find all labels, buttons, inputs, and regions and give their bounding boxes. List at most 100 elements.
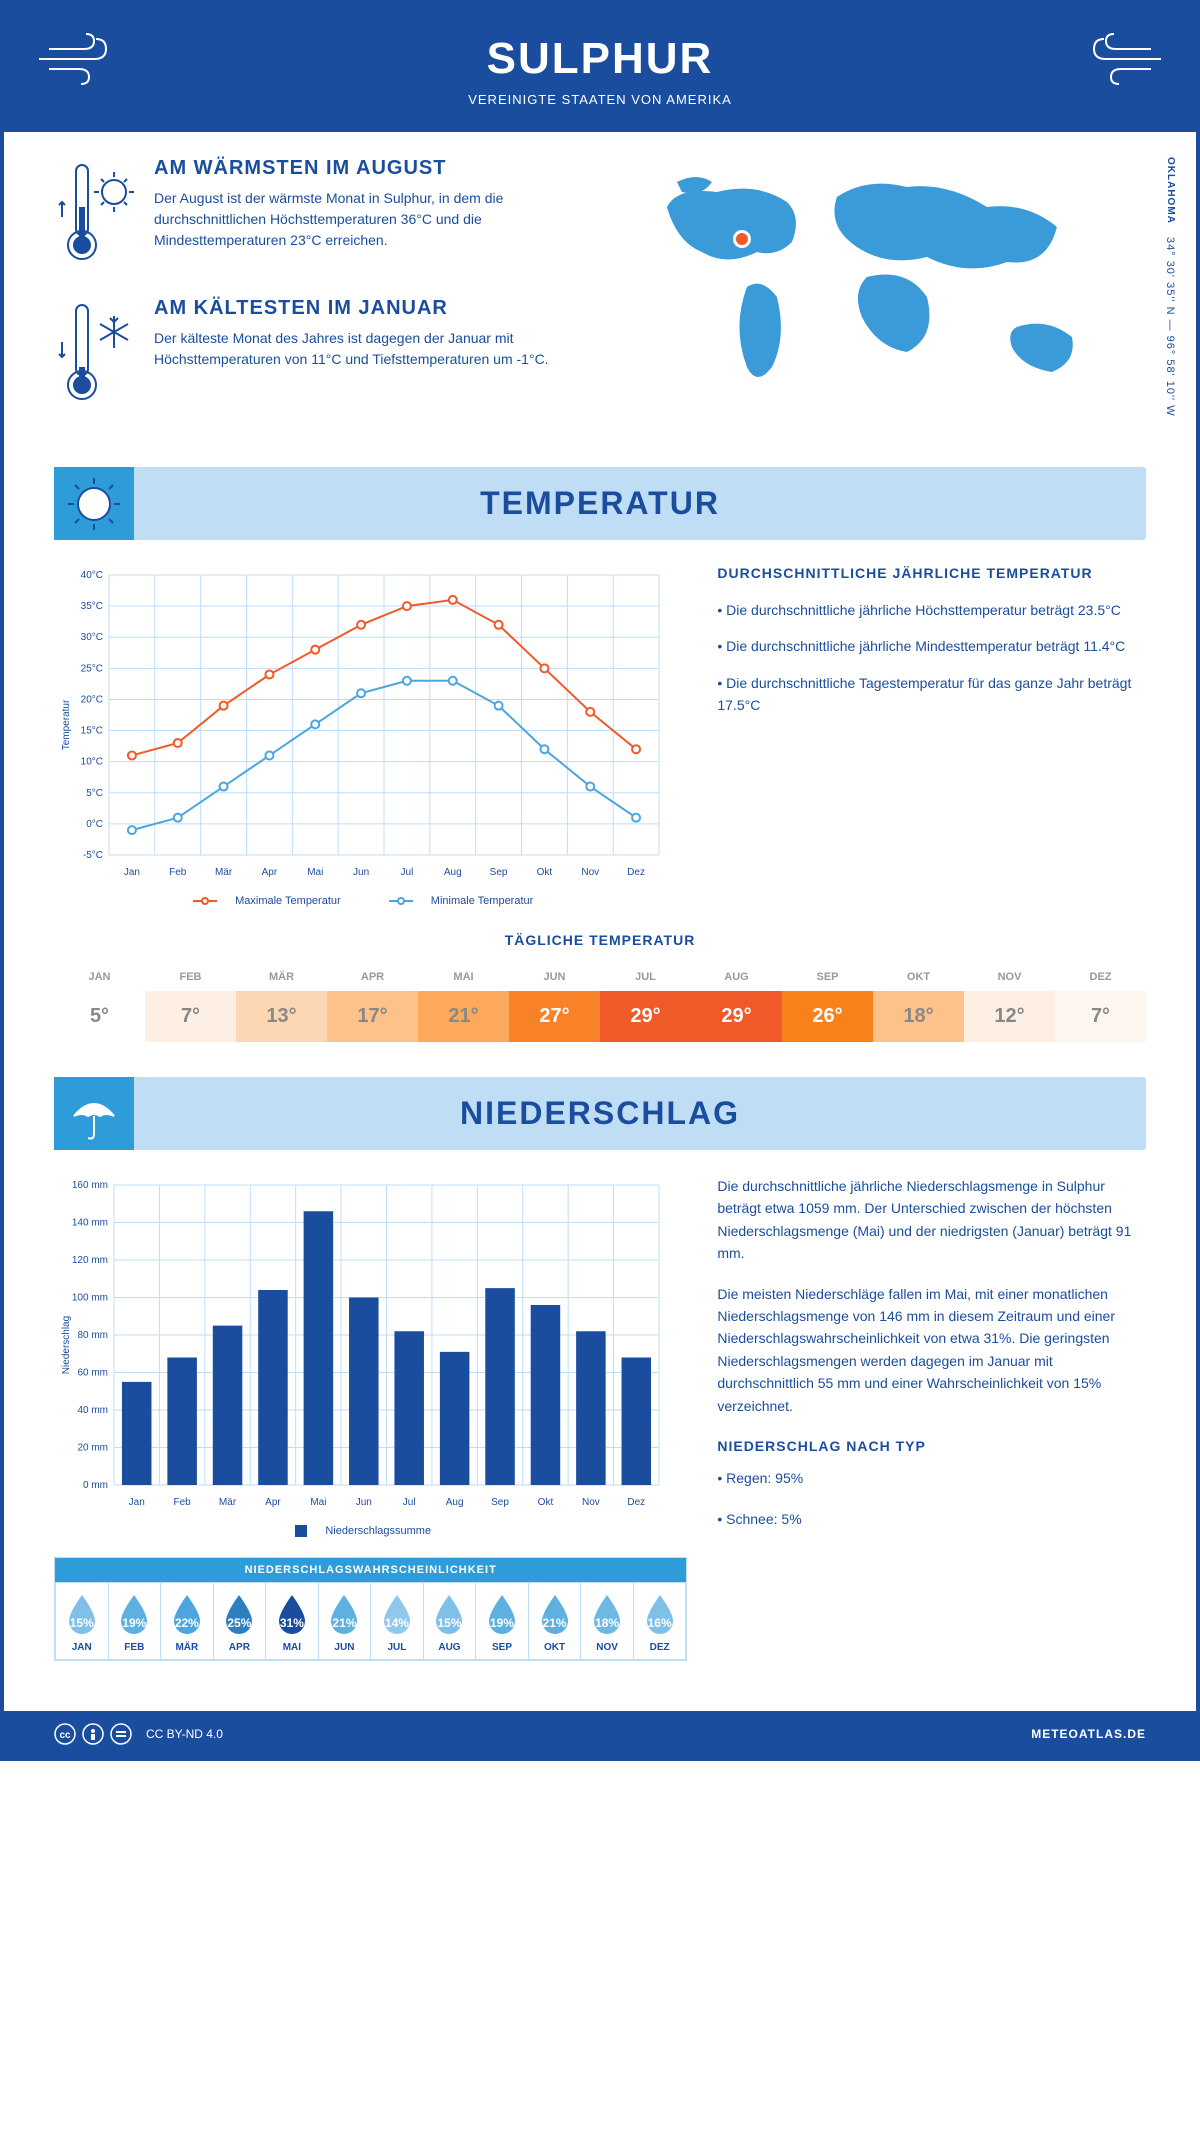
precip-prob-cell: 15%JAN [56, 1583, 109, 1659]
wind-icon [34, 29, 124, 94]
precip-prob-cell: 18%NOV [581, 1583, 634, 1659]
svg-text:0 mm: 0 mm [83, 1480, 108, 1491]
coldest-text: Der kälteste Monat des Jahres ist dagege… [154, 328, 578, 370]
daily-temp-cell: FEB7° [145, 963, 236, 1042]
by-icon [82, 1723, 104, 1745]
svg-text:Nov: Nov [581, 867, 599, 878]
precip-prob-cell: 16%DEZ [634, 1583, 686, 1659]
svg-text:Apr: Apr [262, 867, 278, 878]
svg-text:Okt: Okt [537, 867, 553, 878]
precip-prob-cell: 19%FEB [109, 1583, 162, 1659]
precipitation-section-bar: NIEDERSCHLAG [54, 1077, 1146, 1150]
precip-prob-cell: 14%JUL [371, 1583, 424, 1659]
umbrella-icon [54, 1077, 134, 1150]
svg-text:Jan: Jan [124, 867, 140, 878]
daily-temp-cell: NOV12° [964, 963, 1055, 1042]
temperature-section-bar: TEMPERATUR [54, 467, 1146, 540]
warmest-title: AM WÄRMSTEN IM AUGUST [154, 157, 578, 180]
svg-text:20 mm: 20 mm [77, 1443, 108, 1454]
precip-prob-cell: 25%APR [214, 1583, 267, 1659]
svg-text:30°C: 30°C [81, 632, 103, 643]
precip-prob-heading: NIEDERSCHLAGSWAHRSCHEINLICHKEIT [55, 1558, 686, 1582]
svg-text:Feb: Feb [174, 1497, 192, 1508]
precip-type-heading: NIEDERSCHLAG NACH TYP [717, 1435, 1146, 1457]
warmest-text: Der August ist der wärmste Monat in Sulp… [154, 188, 578, 251]
temp-text-p1: • Die durchschnittliche jährliche Höchst… [717, 599, 1146, 621]
daily-temp-cell: MAI21° [418, 963, 509, 1042]
coldest-title: AM KÄLTESTEN IM JANUAR [154, 297, 578, 320]
precip-prob-cell: 19%SEP [476, 1583, 529, 1659]
svg-text:40 mm: 40 mm [77, 1405, 108, 1416]
svg-text:Sep: Sep [490, 867, 508, 878]
thermometer-hot-icon [54, 157, 139, 272]
svg-text:20°C: 20°C [81, 694, 103, 705]
svg-text:160 mm: 160 mm [72, 1180, 108, 1191]
svg-text:Mär: Mär [219, 1497, 237, 1508]
sun-icon [54, 467, 134, 540]
daily-temp-cell: DEZ7° [1055, 963, 1146, 1042]
svg-text:cc: cc [59, 1730, 71, 1741]
svg-text:Mai: Mai [307, 867, 323, 878]
world-map [608, 157, 1146, 417]
nd-icon [110, 1723, 132, 1745]
daily-temp-cell: JUL29° [600, 963, 691, 1042]
page-title: SULPHUR [24, 34, 1176, 84]
precip-chart-legend: Niederschlagssumme [54, 1525, 687, 1537]
svg-text:Aug: Aug [446, 1497, 464, 1508]
precip-type-rain: • Regen: 95% [717, 1467, 1146, 1489]
svg-text:0°C: 0°C [86, 819, 103, 830]
svg-text:Aug: Aug [444, 867, 462, 878]
svg-text:15°C: 15°C [81, 726, 103, 737]
svg-text:Dez: Dez [627, 867, 645, 878]
svg-text:5°C: 5°C [86, 788, 103, 799]
svg-text:Jun: Jun [356, 1497, 372, 1508]
svg-text:Feb: Feb [169, 867, 187, 878]
svg-text:Jul: Jul [401, 867, 414, 878]
precip-text-p1: Die durchschnittliche jährliche Niedersc… [717, 1175, 1146, 1265]
svg-text:Temperatur: Temperatur [61, 699, 72, 750]
svg-text:Sep: Sep [491, 1497, 509, 1508]
svg-text:Jul: Jul [403, 1497, 416, 1508]
svg-text:Nov: Nov [582, 1497, 600, 1508]
daily-temp-heading: TÄGLICHE TEMPERATUR [54, 932, 1146, 948]
svg-text:Mär: Mär [215, 867, 233, 878]
daily-temp-cell: JAN5° [54, 963, 145, 1042]
precip-prob-cell: 21%JUN [319, 1583, 372, 1659]
svg-text:Jan: Jan [129, 1497, 145, 1508]
daily-temp-cell: SEP26° [782, 963, 873, 1042]
precip-prob-cell: 22%MÄR [161, 1583, 214, 1659]
svg-text:25°C: 25°C [81, 663, 103, 674]
svg-text:Jun: Jun [353, 867, 369, 878]
svg-text:140 mm: 140 mm [72, 1218, 108, 1229]
warmest-block: AM WÄRMSTEN IM AUGUST Der August ist der… [54, 157, 578, 272]
svg-text:-5°C: -5°C [83, 850, 103, 861]
page-subtitle: VEREINIGTE STAATEN VON AMERIKA [24, 92, 1176, 107]
svg-text:60 mm: 60 mm [77, 1368, 108, 1379]
precip-prob-cell: 21%OKT [529, 1583, 582, 1659]
cc-icon: cc [54, 1723, 76, 1745]
license-text: CC BY-ND 4.0 [146, 1727, 223, 1741]
site-name: METEOATLAS.DE [1031, 1727, 1146, 1741]
header: SULPHUR VEREINIGTE STAATEN VON AMERIKA [4, 4, 1196, 132]
daily-temp-cell: APR17° [327, 963, 418, 1042]
svg-text:Okt: Okt [538, 1497, 554, 1508]
coords-label: 34° 30' 35'' N — 96° 58' 10'' W [1164, 237, 1176, 417]
daily-temp-cell: JUN27° [509, 963, 600, 1042]
precipitation-heading: NIEDERSCHLAG [54, 1095, 1146, 1132]
svg-text:35°C: 35°C [81, 601, 103, 612]
daily-temp-grid: JAN5°FEB7°MÄR13°APR17°MAI21°JUN27°JUL29°… [54, 963, 1146, 1042]
wind-icon [1076, 29, 1166, 94]
daily-temp-cell: OKT18° [873, 963, 964, 1042]
precip-prob-cell: 31%MAI [266, 1583, 319, 1659]
footer: cc CC BY-ND 4.0 METEOATLAS.DE [4, 1711, 1196, 1757]
temperature-line-chart: -5°C0°C5°C10°C15°C20°C25°C30°C35°C40°CJa… [54, 565, 674, 885]
precip-type-snow: • Schnee: 5% [717, 1508, 1146, 1530]
daily-temp-cell: MÄR13° [236, 963, 327, 1042]
temperature-heading: TEMPERATUR [54, 485, 1146, 522]
precip-prob-grid: 15%JAN19%FEB22%MÄR25%APR31%MAI21%JUN14%J… [55, 1582, 686, 1660]
svg-text:Dez: Dez [627, 1497, 645, 1508]
thermometer-cold-icon [54, 297, 139, 412]
temp-text-heading: DURCHSCHNITTLICHE JÄHRLICHE TEMPERATUR [717, 565, 1146, 581]
svg-text:80 mm: 80 mm [77, 1330, 108, 1341]
precip-text-p2: Die meisten Niederschläge fallen im Mai,… [717, 1283, 1146, 1417]
